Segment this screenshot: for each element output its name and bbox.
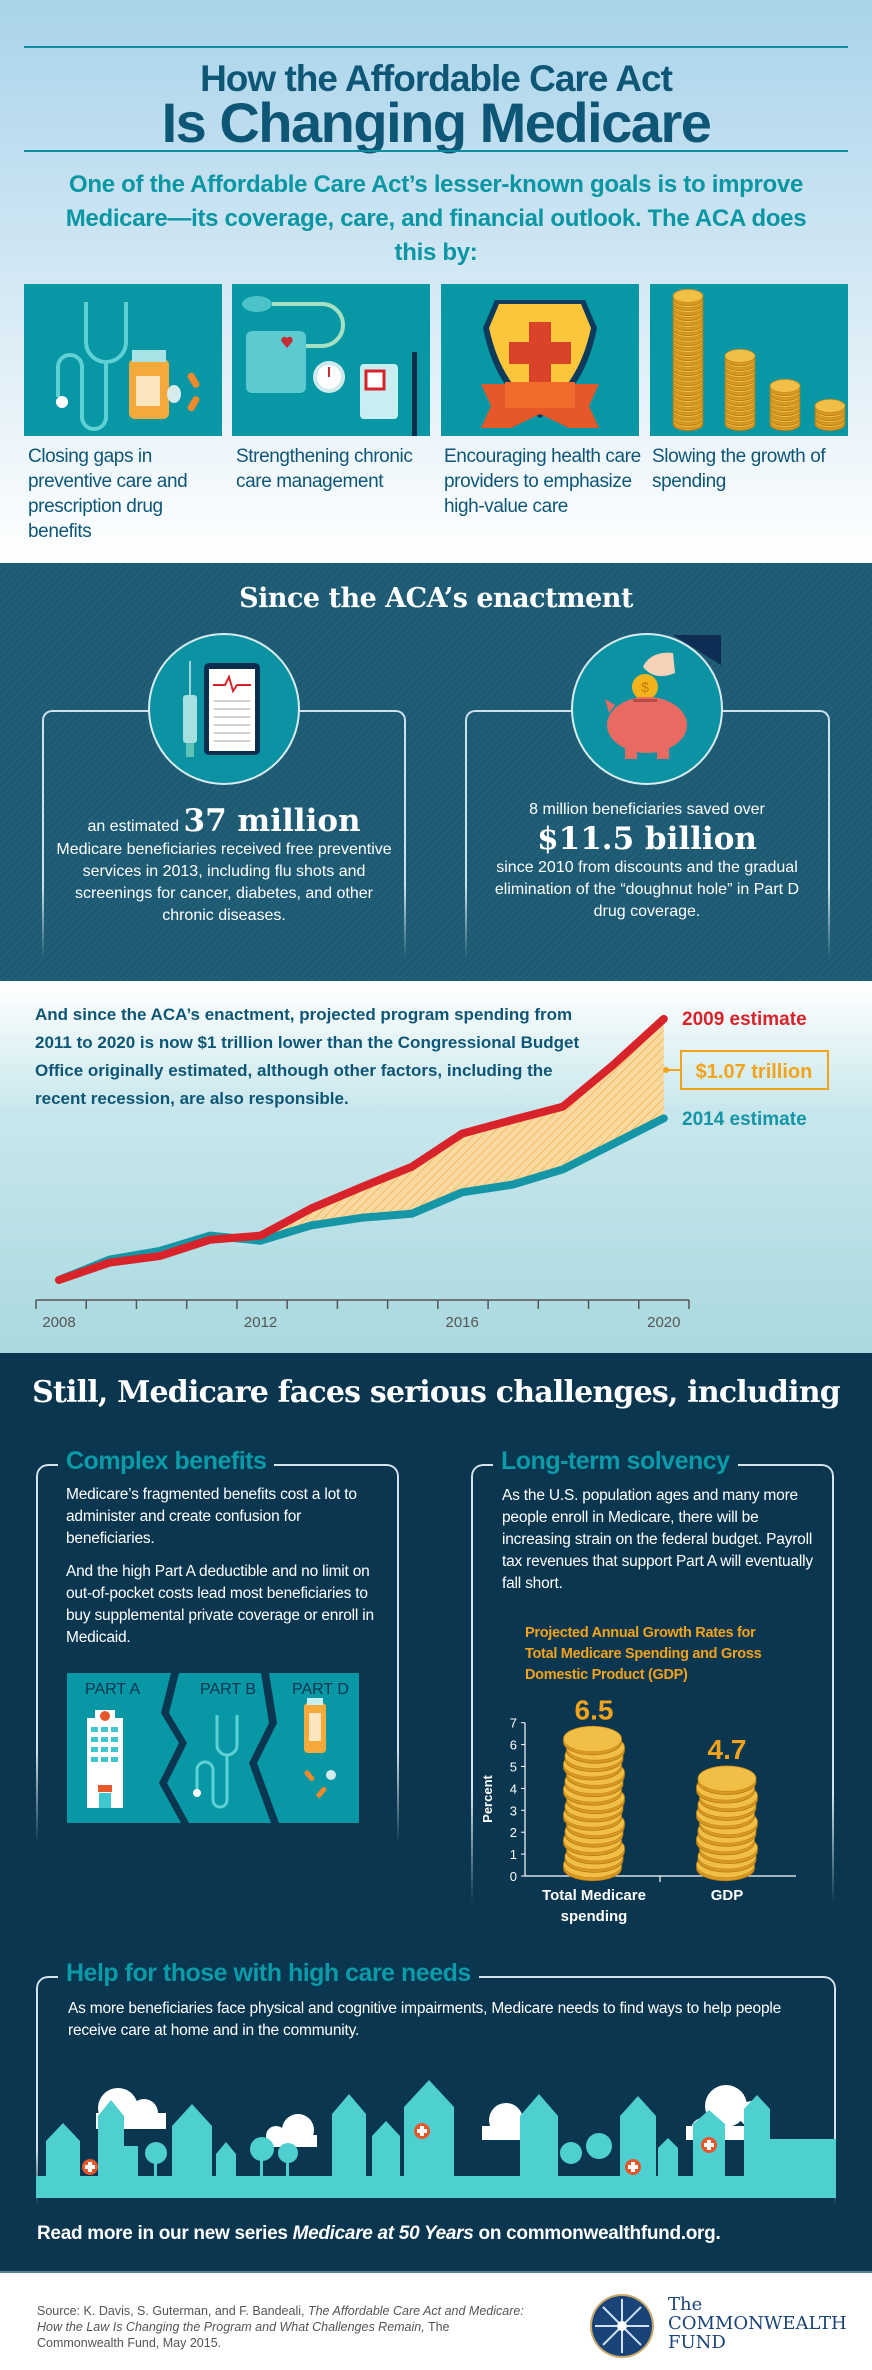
intro-text: One of the Affordable Care Act’s lesser-… (65, 171, 807, 266)
cloud-icon (266, 2114, 317, 2147)
legend-2009-estimate: 2009 estimate (682, 1009, 807, 1030)
preventive-stat: an estimated 37 million Medicare benefic… (54, 803, 394, 927)
svg-text:$: $ (641, 679, 649, 695)
y-axis-label: Percent (480, 1774, 495, 1822)
piggy-bank-icon: $ (571, 633, 723, 785)
shield-cross-icon (441, 284, 639, 436)
y-tick-label: 2 (510, 1825, 517, 1840)
solvency-text: As the U.S. population ages and many mor… (502, 1487, 813, 1592)
strategy-caption: Strengthening chronic care management (236, 446, 413, 492)
read-more-link[interactable]: on commonwealthfund.org. (473, 2223, 721, 2244)
annotation-label: $1.07 trillion (696, 1061, 813, 1083)
series-line-2014-estimate (55, 1114, 668, 1284)
coin-stacks-icon (650, 284, 848, 436)
footer: Source: K. Davis, S. Guterman, and F. Ba… (0, 2271, 872, 2370)
source-publisher: The Commonwealth Fund, May 2015. (37, 2320, 450, 2350)
source-citation: Source: K. Davis, S. Guterman, and F. Ba… (37, 2303, 537, 2351)
stat-prefix: 8 million beneficiaries saved over (529, 801, 765, 818)
enactment-section: Since the ACA’s enactment $ an estimated… (0, 563, 872, 981)
stethoscope-pills-icon (24, 284, 222, 436)
box-heading: Help for those with high care needs (58, 1959, 479, 1988)
coin-stack (814, 399, 846, 431)
divider (24, 46, 848, 48)
savings-stat: 8 million beneficiaries saved over $11.5… (477, 799, 817, 923)
page-title: Is Changing Medicare (161, 91, 712, 154)
bar-coin-stack (696, 1765, 758, 1882)
stat-body: Medicare beneficiaries received free pre… (56, 841, 392, 924)
box-heading: Complex benefits (58, 1447, 275, 1476)
part-a-label: PART A (85, 1681, 141, 1698)
coin-stack (769, 379, 801, 431)
read-more-prefix: Read more in our new series (37, 2223, 293, 2244)
stat-highlight: 37 million (183, 803, 361, 839)
stat-prefix: an estimated (87, 818, 180, 835)
category-label: GDP (711, 1887, 744, 1904)
coin-stack (724, 349, 756, 431)
x-tick-label: 2020 (647, 1314, 680, 1331)
intro-section: How the Affordable Care Act Is Changing … (0, 0, 872, 563)
section-heading: Since the ACA’s enactment (239, 583, 633, 614)
medicare-parts-illustration: PART A PART B PART D (67, 1673, 359, 1823)
bar-chart-title: Projected Annual Growth Rates for Total … (525, 1625, 762, 1683)
read-more-text: Read more in our new series Medicare at … (37, 2223, 721, 2245)
y-tick-label: 5 (510, 1760, 517, 1775)
series-name: Medicare at 50 Years (292, 2223, 474, 2244)
y-tick-label: 6 (510, 1738, 517, 1753)
bar-value-label: 4.7 (708, 1734, 747, 1765)
series-line-2009-estimate (55, 1014, 668, 1284)
logo-wordmark: The COMMONWEALTH FUND (668, 2295, 847, 2352)
box-heading: Long-term solvency (493, 1447, 738, 1476)
stat-body: since 2010 from discounts and the gradua… (494, 859, 800, 920)
complex-p1: Medicare’s fragmented benefits cost a lo… (66, 1486, 357, 1547)
spending-line-chart: 2008 2012 2016 2020 2009 estimate $1.07 tri… (35, 1009, 829, 1331)
bar-coin-stack (563, 1725, 625, 1882)
strategy-caption: Slowing the growth of spending (652, 446, 826, 492)
challenges-section: Still, Medicare faces serious challenges… (0, 1353, 872, 2271)
title-line-1: How the Affordable Care Act (200, 58, 673, 99)
part-d-label: PART D (292, 1681, 349, 1698)
y-tick-label: 0 (510, 1869, 517, 1884)
logo-the: The (668, 2294, 703, 2315)
y-tick-label: 1 (510, 1847, 517, 1862)
source-title: The Affordable Care Act and Medicare: Ho… (37, 2304, 524, 2334)
stat-highlight: $11.5 billion (537, 821, 757, 857)
strategy-caption: Closing gaps in preventive care and pres… (28, 446, 188, 542)
spending-section: And since the ACA’s enactment, projected… (0, 981, 872, 1353)
bar-value-label: 6.5 (575, 1695, 614, 1726)
coin-stack (672, 289, 704, 431)
difference-area (59, 1018, 664, 1280)
logo-line2: FUND (668, 2332, 726, 2353)
medical-equipment-icon (232, 284, 430, 436)
complex-p2: And the high Part A deductible and no li… (66, 1563, 374, 1646)
y-tick-label: 3 (510, 1803, 517, 1818)
x-tick-label: 2008 (42, 1314, 75, 1331)
high-needs-text: As more beneficiaries face physical and … (68, 2000, 782, 2039)
x-tick-label: 2012 (244, 1314, 277, 1331)
section-heading: Still, Medicare faces serious challenges… (32, 1375, 841, 1410)
commonwealth-fund-logo-icon (590, 2294, 654, 2358)
legend-2014-estimate: 2014 estimate (682, 1109, 807, 1130)
category-label: Total Medicare (542, 1887, 646, 1904)
y-tick-label: 7 (510, 1716, 517, 1731)
spending-text: And since the ACA’s enactment, projected… (35, 1005, 580, 1108)
divider (24, 150, 848, 152)
syringe-chart-icon (148, 633, 300, 785)
x-tick-label: 2016 (446, 1314, 479, 1331)
community-town-illustration (36, 2080, 836, 2198)
part-b-label: PART B (200, 1681, 257, 1698)
logo-line1: COMMONWEALTH (668, 2313, 847, 2334)
strategy-caption: Encouraging health care providers to emp… (444, 446, 641, 517)
category-label: spending (561, 1908, 628, 1925)
source-authors: Source: K. Davis, S. Guterman, and F. Ba… (37, 2304, 308, 2318)
annotation-dot (663, 1067, 669, 1073)
y-tick-label: 4 (510, 1781, 517, 1796)
